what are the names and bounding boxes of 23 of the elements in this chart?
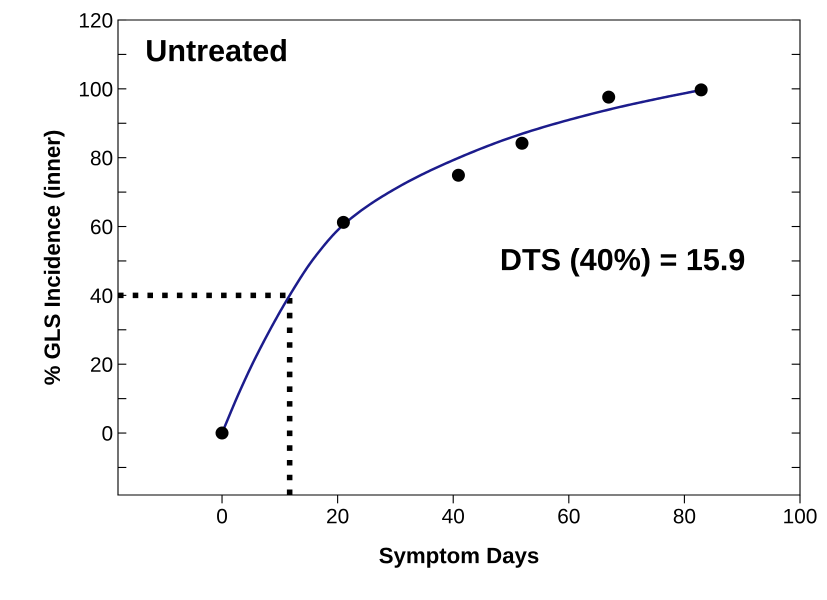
annotation: Untreated — [147, 39, 286, 62]
point — [336, 216, 350, 229]
point — [452, 168, 465, 182]
y-tick-label: 0 — [102, 426, 112, 441]
point — [216, 426, 229, 440]
x-tick-label: 40 — [442, 508, 464, 524]
x-tick-label: 0 — [217, 508, 228, 524]
y-tick-label: 60 — [91, 220, 112, 234]
y-tick-label: 80 — [90, 150, 112, 166]
x-tick-label: 20 — [327, 508, 348, 524]
point — [515, 136, 529, 150]
x-axis-title: Symptom Days — [379, 548, 538, 568]
annotation: DTS (40%) = 15.9 — [502, 248, 744, 276]
y-tick-label: 40 — [90, 288, 112, 304]
y-tick-label: 100 — [80, 82, 112, 97]
x-tick-label: 100 — [784, 508, 817, 524]
x-tick-label: 80 — [674, 508, 696, 524]
point — [694, 83, 708, 96]
y-tick-label: 20 — [91, 357, 112, 372]
x-tick-label: 60 — [558, 508, 580, 524]
y-tick-label: 120 — [80, 13, 112, 28]
point — [602, 90, 616, 104]
y-axis-title: % GLS Incidence (inner) — [44, 130, 64, 385]
